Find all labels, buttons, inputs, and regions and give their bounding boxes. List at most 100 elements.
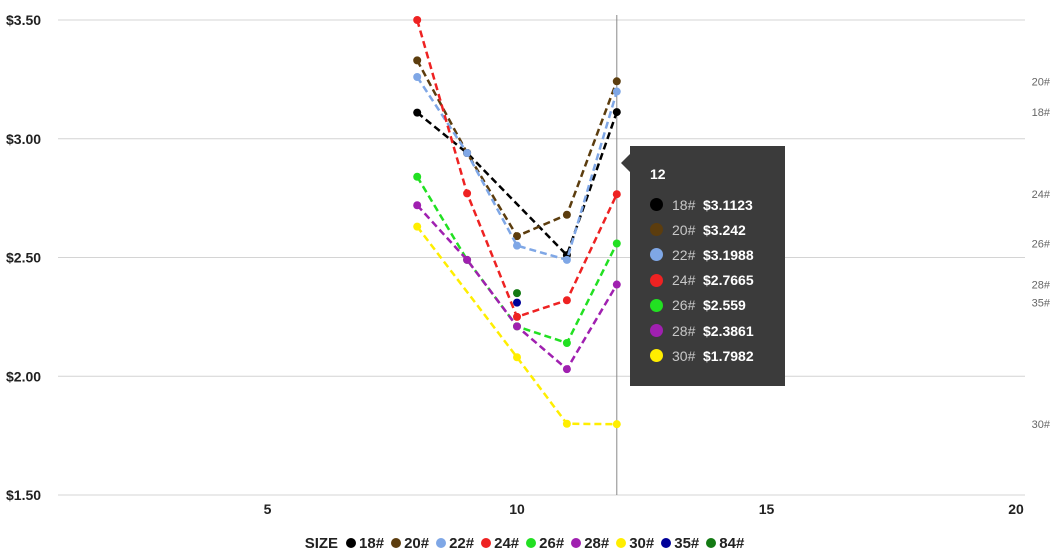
legend-item[interactable]: 84#: [706, 535, 744, 552]
legend-label: 24#: [494, 534, 520, 552]
legend-dot-icon: [481, 538, 492, 548]
series-35[interactable]: [513, 298, 521, 307]
data-point[interactable]: [612, 108, 621, 117]
tooltip-rows: 18# $3.1123 20# $3.242 22# $3.1988 24# $2.7665 2…: [650, 192, 765, 368]
legend-dot-icon: [706, 538, 717, 548]
series-line: [416, 76, 618, 262]
series-30[interactable]: [413, 222, 621, 429]
x-tick-label: 10: [509, 501, 525, 517]
tooltip-series-name: 18#: [672, 196, 696, 213]
legend-dot-icon: [661, 538, 672, 548]
data-point[interactable]: [513, 289, 521, 298]
data-point[interactable]: [413, 172, 422, 181]
legend-label: 28#: [584, 534, 610, 552]
data-point[interactable]: [562, 339, 571, 347]
data-point[interactable]: [413, 108, 422, 117]
series-28[interactable]: [413, 201, 621, 374]
data-point[interactable]: [513, 241, 521, 250]
tooltip-series-name: 24#: [672, 272, 696, 289]
data-point[interactable]: [513, 298, 521, 307]
legend-title: SIZE: [304, 534, 339, 552]
data-point[interactable]: [612, 239, 621, 248]
legend-label: 26#: [539, 534, 565, 552]
series-84[interactable]: [513, 289, 521, 298]
series-line: [415, 19, 618, 319]
series-end-label: 28#: [1032, 280, 1051, 292]
tooltip-series-name: 26#: [672, 297, 696, 314]
legend: SIZE 18# 20# 22# 24# 26# 28# 30# 35# 84#: [0, 532, 1056, 554]
data-point[interactable]: [562, 296, 571, 305]
series-22[interactable]: [413, 73, 621, 264]
y-tick-label: $2.00: [6, 368, 41, 384]
data-point[interactable]: [562, 255, 571, 264]
hover-tooltip: 12 18# $3.1123 20# $3.242 22# $3.1988 24# $2.76…: [621, 146, 785, 386]
tooltip-row: 20# $3.242: [650, 217, 765, 242]
series-end-label: 26#: [1032, 238, 1051, 250]
data-point[interactable]: [612, 190, 621, 199]
data-point[interactable]: [562, 210, 571, 219]
legend-items: 18# 20# 22# 24# 26# 28# 30# 35# 84#: [346, 535, 751, 552]
legend-item[interactable]: 24#: [481, 535, 519, 552]
tooltip-dot-icon: [650, 324, 663, 338]
tooltip-value: $2.3861: [703, 322, 754, 339]
tooltip-row: 24# $2.7665: [650, 268, 765, 293]
series-end-label: 18#: [1032, 107, 1051, 119]
data-point[interactable]: [413, 56, 422, 65]
tooltip-row: 26# $2.559: [650, 293, 765, 318]
y-tick-label: $2.50: [6, 250, 41, 266]
legend-item[interactable]: 22#: [436, 535, 474, 552]
legend-label: 30#: [629, 534, 655, 552]
tooltip-row: 28# $2.3861: [650, 318, 765, 343]
legend-dot-icon: [616, 538, 627, 548]
legend-label: 84#: [719, 534, 745, 552]
tooltip-row: 30# $1.7982: [650, 343, 765, 368]
data-point[interactable]: [562, 419, 571, 428]
data-point[interactable]: [612, 420, 621, 429]
data-point[interactable]: [413, 73, 422, 81]
series-24[interactable]: [413, 16, 621, 321]
legend-item[interactable]: 20#: [391, 535, 429, 552]
data-point[interactable]: [612, 87, 621, 96]
data-point[interactable]: [463, 189, 472, 198]
series-end-labels: 20# 18# 24# 26# 28# 35# 30#: [1032, 76, 1051, 431]
legend-dot-icon: [571, 538, 582, 548]
legend-item[interactable]: 18#: [346, 535, 384, 552]
tooltip-title: 12: [650, 166, 666, 182]
legend-item[interactable]: 26#: [526, 535, 564, 552]
data-point[interactable]: [513, 312, 521, 321]
legend-dot-icon: [436, 538, 447, 548]
tooltip-dot-icon: [650, 198, 663, 212]
legend-item[interactable]: 35#: [661, 535, 699, 552]
data-point[interactable]: [463, 255, 472, 264]
data-point[interactable]: [562, 365, 571, 374]
series-end-label: 30#: [1032, 419, 1051, 431]
data-point[interactable]: [612, 280, 621, 289]
tooltip-dot-icon: [650, 298, 663, 312]
legend-item[interactable]: 28#: [571, 535, 609, 552]
legend-dot-icon: [391, 538, 402, 548]
tooltip-dot-icon: [650, 248, 663, 262]
tooltip-value: $3.1988: [703, 246, 754, 263]
tooltip-series-name: 22#: [672, 246, 696, 263]
data-point[interactable]: [413, 16, 422, 24]
y-axis: $1.50 $2.00 $2.50 $3.00 $3.50: [6, 12, 41, 503]
series-20[interactable]: [413, 56, 621, 241]
y-tick-label: $3.50: [6, 12, 41, 28]
data-point[interactable]: [413, 222, 422, 231]
data-point[interactable]: [463, 149, 472, 157]
x-tick-label: 5: [264, 501, 272, 517]
series-lines[interactable]: [413, 16, 621, 429]
data-point[interactable]: [612, 77, 621, 86]
legend-item[interactable]: 30#: [616, 535, 654, 552]
series-line: [416, 204, 618, 372]
tooltip-dot-icon: [650, 349, 663, 363]
legend-label: 18#: [359, 534, 385, 552]
series-end-label: 35#: [1032, 298, 1051, 310]
data-point[interactable]: [513, 232, 521, 241]
data-point[interactable]: [413, 201, 422, 210]
tooltip-row: 22# $3.1988: [650, 242, 765, 267]
data-point[interactable]: [513, 322, 521, 331]
data-point[interactable]: [513, 353, 521, 362]
legend-label: 35#: [674, 534, 700, 552]
series-end-label: 24#: [1032, 189, 1051, 201]
